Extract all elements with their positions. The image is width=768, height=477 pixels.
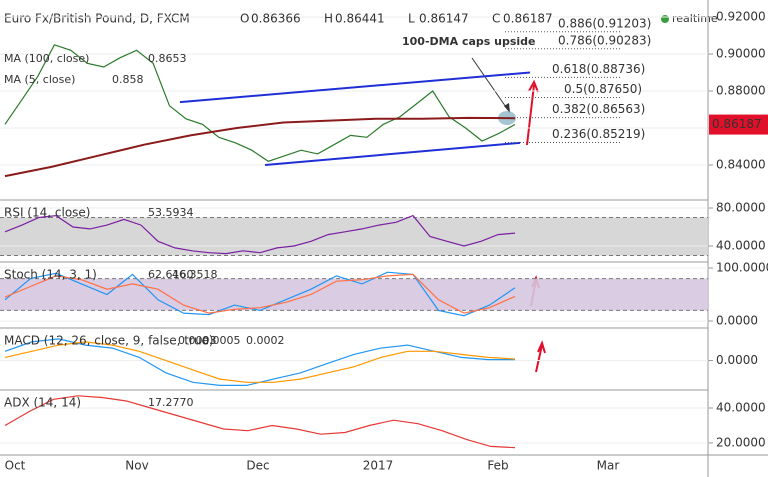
ohlc-value: 0.86366 — [251, 12, 301, 26]
readout: 53.5934 — [148, 206, 194, 219]
ohlc-value: 0.86147 — [419, 12, 469, 26]
y-tick-label: 0.90000 — [716, 47, 766, 61]
status: realtime — [672, 12, 718, 25]
ohlc-key: L — [408, 12, 415, 26]
y-tick-label: 80.0000 — [716, 200, 766, 214]
panel-title: RSI (14, close) — [4, 206, 90, 220]
y-tick-label: 100.0000 — [716, 260, 768, 274]
channel-line — [264, 141, 521, 167]
price-box-label: 0.86187 — [712, 117, 762, 131]
x-tick-label: Nov — [125, 459, 148, 473]
y-tick-label: 0.0000 — [716, 353, 758, 367]
fib-label: 0.5(0.87650) — [564, 82, 642, 96]
readout: 0.0002 — [246, 334, 285, 347]
ohlc-key: O — [240, 12, 249, 26]
x-tick-label: Mar — [597, 459, 620, 473]
legend-name: MA (100, close) — [4, 52, 89, 65]
chart-title: Euro Fx/British Pound, D, FXCM — [4, 12, 190, 26]
annotation-arrow — [471, 57, 509, 111]
legend-value: 0.858 — [112, 73, 144, 86]
status-dot — [661, 15, 669, 23]
stoch-band — [0, 278, 708, 311]
price-box — [709, 114, 768, 135]
fib-label: 0.618(0.88736) — [552, 62, 645, 76]
readout: 17.2770 — [148, 396, 194, 409]
x-tick-label: 2017 — [363, 459, 394, 473]
annotation: 100-DMA caps upside — [402, 35, 536, 48]
y-tick-label: 40.0000 — [716, 400, 766, 414]
ohlc-value: 0.86187 — [503, 12, 553, 26]
readout: 0.0005 — [202, 334, 241, 347]
series-line — [4, 341, 516, 383]
series-line — [4, 395, 516, 449]
series-line — [4, 271, 516, 317]
panel-title: ADX (14, 14) — [4, 396, 81, 410]
legend-value: 0.8653 — [148, 52, 187, 65]
channel-line — [179, 71, 531, 104]
fib-label: 0.886(0.91203) — [558, 16, 651, 30]
y-tick-label: 0.88000 — [716, 84, 766, 98]
ohlc-key: C — [492, 12, 500, 26]
y-tick-label: 0.0000 — [716, 314, 758, 328]
series-line — [4, 116, 516, 178]
y-tick-label: 0.92000 — [716, 10, 766, 24]
series-line — [4, 273, 516, 314]
fib-label: 0.786(0.90283) — [558, 33, 651, 47]
readout: 62.6160 — [148, 268, 194, 281]
y-tick-label: 20.0000 — [716, 435, 766, 449]
readout: 0.0003 — [178, 334, 217, 347]
arrowhead — [504, 103, 510, 113]
series-line — [4, 214, 516, 255]
y-tick-label: 40.0000 — [716, 239, 766, 253]
ohlc-value: 0.86441 — [335, 12, 385, 26]
x-tick-label: Dec — [246, 459, 269, 473]
rsi-band — [0, 217, 708, 256]
panel-title: Stoch (14, 3, 1) — [4, 268, 97, 282]
fib-label: 0.236(0.85219) — [552, 127, 645, 141]
readout: 46.3518 — [172, 268, 218, 281]
y-tick-label: 0.84000 — [716, 158, 766, 172]
x-tick-label: Feb — [487, 459, 508, 473]
fib-label: 0.382(0.86563) — [552, 102, 645, 116]
legend-name: MA (5, close) — [4, 73, 75, 86]
panel-title: MACD (12, 26, close, 9, false, true) — [4, 334, 214, 348]
x-tick-label: Oct — [5, 459, 26, 473]
ohlc-key: H — [324, 12, 333, 26]
series-line — [4, 44, 516, 162]
